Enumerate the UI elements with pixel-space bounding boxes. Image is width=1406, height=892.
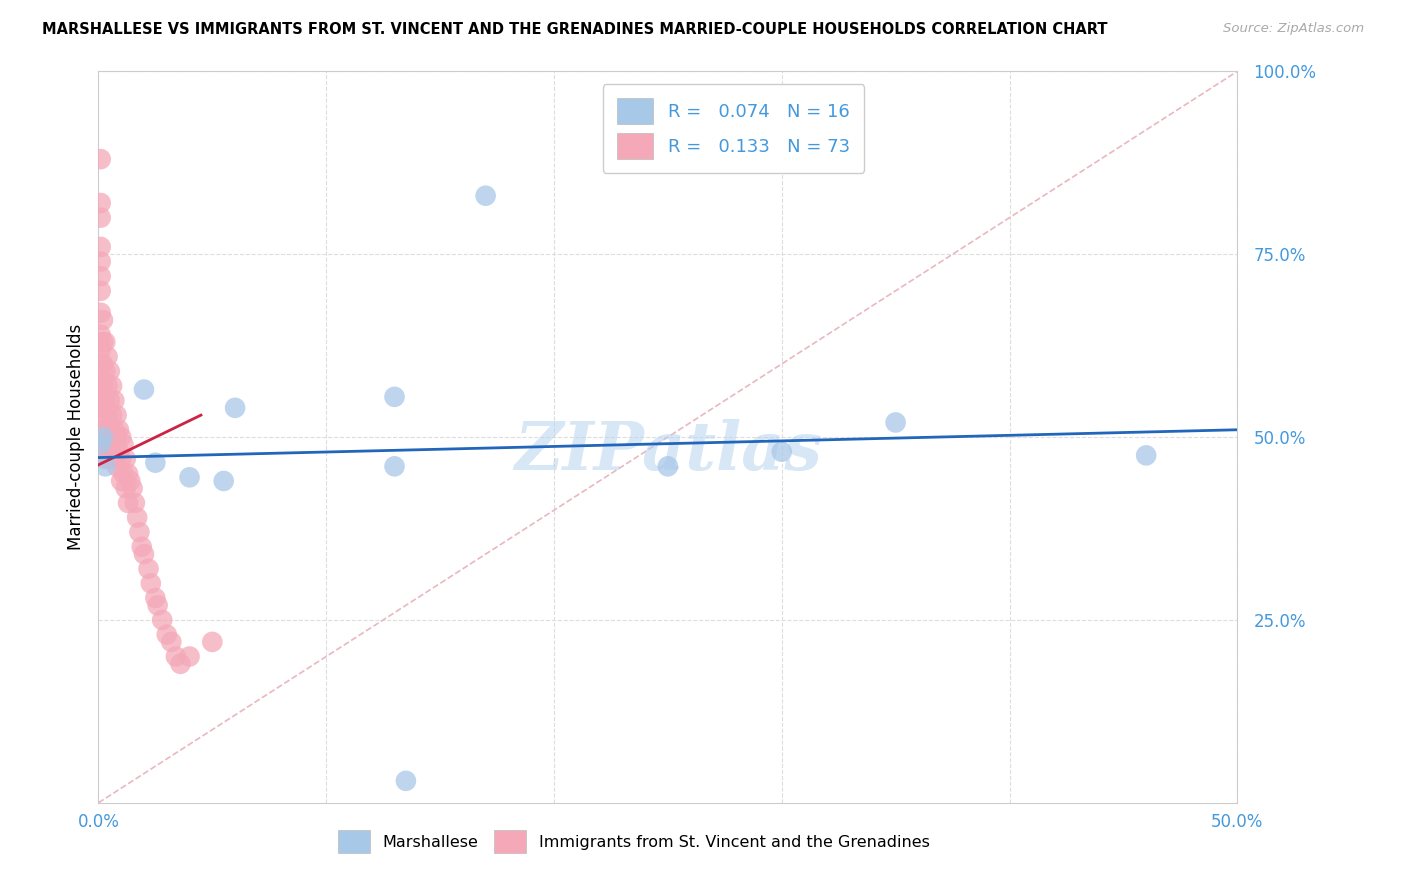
- Point: [90, 196, 112, 211]
- Point: [114, 481, 136, 495]
- Point: [90, 386, 112, 401]
- Point: [114, 452, 136, 467]
- Point: [101, 379, 124, 393]
- Point: [90, 343, 112, 357]
- Point: [103, 452, 125, 467]
- Point: [124, 496, 146, 510]
- Point: [98, 393, 121, 408]
- Point: [94, 423, 117, 437]
- Point: [94, 452, 117, 467]
- Point: [105, 459, 128, 474]
- Point: [90, 393, 112, 408]
- Point: [179, 470, 201, 484]
- Point: [150, 613, 173, 627]
- Text: Source: ZipAtlas.com: Source: ZipAtlas.com: [1223, 22, 1364, 36]
- Point: [96, 350, 118, 364]
- Point: [103, 393, 125, 408]
- Point: [132, 383, 155, 397]
- Point: [105, 408, 128, 422]
- Point: [884, 416, 907, 430]
- Point: [384, 459, 406, 474]
- Point: [94, 393, 117, 408]
- Legend: Marshallese, Immigrants from St. Vincent and the Grenadines: Marshallese, Immigrants from St. Vincent…: [329, 822, 938, 861]
- Point: [160, 635, 183, 649]
- Point: [90, 240, 112, 254]
- Point: [128, 525, 150, 540]
- Point: [110, 430, 132, 444]
- Point: [110, 452, 132, 467]
- Point: [91, 379, 114, 393]
- Point: [90, 371, 112, 385]
- Point: [224, 401, 246, 415]
- Point: [121, 481, 143, 495]
- Point: [169, 657, 191, 671]
- Point: [120, 474, 142, 488]
- Point: [101, 408, 124, 422]
- Point: [90, 357, 112, 371]
- Point: [108, 423, 131, 437]
- Point: [1135, 448, 1157, 462]
- Point: [90, 284, 112, 298]
- Point: [138, 562, 160, 576]
- Point: [94, 364, 117, 378]
- Point: [91, 401, 114, 415]
- Point: [117, 496, 139, 510]
- Point: [94, 334, 117, 349]
- Point: [105, 430, 128, 444]
- Point: [90, 211, 112, 225]
- Point: [98, 423, 121, 437]
- Point: [91, 430, 114, 444]
- Point: [474, 188, 496, 202]
- Point: [91, 357, 114, 371]
- Point: [179, 649, 201, 664]
- Point: [657, 459, 679, 474]
- Point: [108, 444, 131, 458]
- Point: [96, 408, 118, 422]
- Point: [156, 627, 179, 641]
- Point: [145, 591, 167, 605]
- Point: [103, 423, 125, 437]
- Point: [770, 444, 793, 458]
- Point: [145, 456, 167, 470]
- Point: [91, 423, 114, 437]
- Point: [395, 773, 418, 788]
- Point: [146, 599, 169, 613]
- Point: [96, 437, 118, 451]
- Point: [94, 459, 117, 474]
- Point: [90, 254, 112, 268]
- Point: [112, 437, 135, 451]
- Point: [98, 364, 121, 378]
- Text: MARSHALLESE VS IMMIGRANTS FROM ST. VINCENT AND THE GRENADINES MARRIED-COUPLE HOU: MARSHALLESE VS IMMIGRANTS FROM ST. VINCE…: [42, 22, 1108, 37]
- Text: ZIPatlas: ZIPatlas: [515, 419, 821, 484]
- Point: [139, 576, 162, 591]
- Point: [91, 444, 114, 458]
- Point: [90, 408, 112, 422]
- Point: [201, 635, 224, 649]
- Point: [91, 334, 114, 349]
- Point: [90, 327, 112, 342]
- Point: [101, 437, 124, 451]
- Point: [110, 474, 132, 488]
- Point: [91, 313, 114, 327]
- Point: [117, 467, 139, 481]
- Point: [131, 540, 153, 554]
- Point: [112, 467, 135, 481]
- Point: [90, 269, 112, 284]
- Point: [127, 510, 149, 524]
- Point: [165, 649, 187, 664]
- Point: [212, 474, 235, 488]
- Point: [98, 452, 121, 467]
- Point: [90, 306, 112, 320]
- Y-axis label: Married-couple Households: Married-couple Households: [66, 324, 84, 550]
- Point: [96, 379, 118, 393]
- Point: [90, 437, 112, 451]
- Point: [90, 152, 112, 166]
- Point: [384, 390, 406, 404]
- Point: [132, 547, 155, 561]
